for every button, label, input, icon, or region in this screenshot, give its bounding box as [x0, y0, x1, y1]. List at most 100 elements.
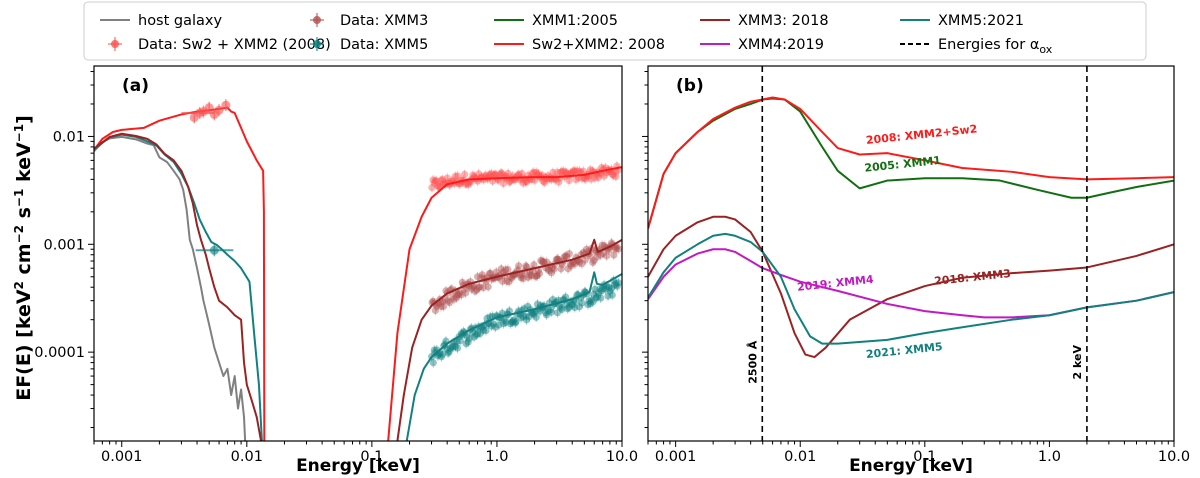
data-point	[461, 170, 469, 179]
data-point	[451, 172, 459, 180]
data-point	[525, 271, 534, 279]
data-point	[508, 318, 517, 326]
data-point	[610, 251, 618, 259]
data-point	[519, 274, 527, 283]
legend-label: XMM4:2019	[738, 37, 824, 53]
data-point	[612, 280, 620, 288]
data-point	[533, 271, 542, 280]
data-point	[592, 294, 600, 302]
data-point	[530, 168, 538, 176]
data-point	[453, 290, 462, 298]
data-point	[506, 273, 515, 281]
data-point	[487, 269, 495, 277]
data-point	[558, 305, 566, 313]
legend-entry: XMM3: 2018	[700, 13, 829, 29]
data-point	[586, 166, 594, 174]
x-tick-label: 1.0	[1038, 449, 1061, 465]
data-point	[553, 255, 562, 263]
data-point	[515, 170, 523, 178]
data-point	[490, 320, 498, 328]
data-point	[533, 300, 542, 308]
series-label: 2005: XMM1	[864, 154, 942, 175]
data-point	[496, 171, 504, 179]
data-point	[587, 175, 595, 183]
data-point	[572, 175, 580, 184]
data-point	[600, 172, 608, 180]
legend-entry: Data: XMM5	[310, 37, 428, 53]
data-point	[490, 171, 498, 179]
data-point	[604, 292, 612, 300]
data-point	[578, 299, 586, 307]
series-line	[405, 271, 622, 441]
data-points-group	[181, 99, 231, 124]
series-line	[648, 215, 1174, 359]
legend-label: Data: Sw2 + XMM2 (2008)	[138, 37, 331, 53]
data-point	[562, 168, 570, 176]
data-point	[559, 167, 567, 175]
data-point	[562, 293, 570, 301]
legend-label: Sw2+XMM2: 2008	[532, 37, 665, 53]
legend-label: XMM5:2021	[938, 13, 1024, 29]
data-point	[522, 262, 530, 270]
data-point	[565, 250, 573, 258]
reference-vline-label: 2500 Å	[746, 340, 759, 383]
data-point	[449, 293, 457, 301]
data-point	[476, 330, 484, 338]
legend-entry: Energies for αox	[900, 37, 1053, 56]
data-point	[613, 282, 621, 290]
data-point	[567, 300, 575, 308]
data-point	[555, 178, 563, 186]
legend-entry: Sw2+XMM2: 2008	[494, 37, 665, 53]
data-point	[573, 167, 581, 175]
data-point	[563, 252, 571, 261]
data-point	[456, 289, 464, 297]
data-point	[434, 182, 442, 190]
data-point	[539, 177, 547, 185]
data-point	[467, 285, 476, 293]
data-point	[593, 253, 601, 261]
data-point	[443, 345, 451, 353]
reference-vline-label: 2 keV	[1071, 345, 1084, 380]
panel-label: (b)	[676, 76, 704, 96]
data-point	[470, 333, 478, 341]
plot-frame	[93, 65, 623, 442]
data-point	[449, 343, 457, 351]
plot-area	[94, 99, 622, 441]
data-point	[547, 308, 555, 316]
data-point	[569, 301, 577, 309]
data-point	[539, 257, 547, 266]
data-point	[531, 176, 539, 184]
data-point	[596, 251, 605, 259]
data-point	[475, 170, 483, 178]
data-point	[511, 319, 519, 327]
data-point	[487, 170, 496, 178]
data-point	[505, 307, 513, 315]
data-point	[532, 313, 540, 321]
data-point	[557, 168, 565, 177]
data-point	[473, 330, 482, 338]
data-point	[579, 167, 587, 175]
data-point	[454, 291, 463, 299]
data-point	[571, 167, 579, 175]
data-point	[501, 266, 510, 274]
data-point	[530, 261, 538, 269]
data-point	[599, 284, 607, 293]
data-point	[530, 310, 538, 318]
data-point	[471, 287, 479, 295]
data-point	[603, 252, 611, 260]
data-point	[598, 164, 606, 172]
legend-entry: XMM5:2021	[900, 13, 1024, 29]
data-point	[581, 256, 589, 264]
data-point	[542, 309, 550, 317]
series-line	[387, 166, 622, 441]
y-axis-label: EF(E) [keV2 cm−2 s−1 keV−1]	[12, 115, 35, 401]
legend-items: host galaxy Data: Sw2 + XMM2 (2008) Data: …	[100, 13, 1053, 56]
x-tick-label: 0.01	[231, 449, 263, 465]
data-point	[491, 170, 499, 178]
data-point	[517, 274, 525, 282]
data-point	[502, 318, 510, 326]
legend-label: host galaxy	[138, 13, 222, 29]
y-tick-label: 0.001	[43, 237, 85, 253]
x-tick-label: 10.0	[606, 449, 638, 465]
data-point	[535, 269, 544, 278]
